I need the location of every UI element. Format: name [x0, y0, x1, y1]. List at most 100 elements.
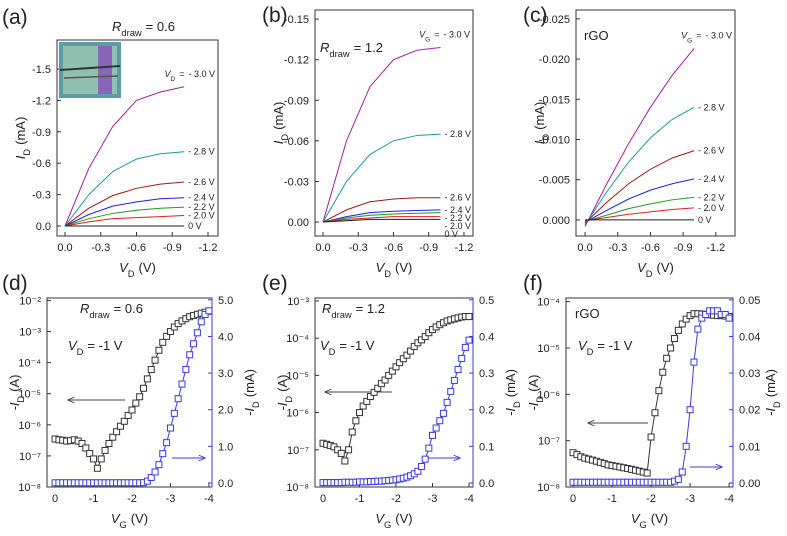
y-tick-label: 10⁻²: [19, 295, 41, 307]
series-line: [322, 212, 441, 223]
data-point: [421, 333, 429, 341]
y-axis-label-part: (mA): [13, 117, 28, 145]
x-axis-label: VD (V): [637, 260, 674, 279]
y2-tick-label: 0.05: [739, 295, 760, 307]
annotation-part: = -1 V: [597, 338, 632, 353]
data-point: [97, 455, 105, 463]
annotation-part: D: [329, 347, 336, 357]
y-tick-label: 10⁻⁴: [537, 297, 560, 309]
series-line: [64, 197, 185, 227]
data-point: [439, 409, 447, 417]
y-tick-label: 10⁻⁵: [18, 389, 41, 401]
annotation-part: draw: [329, 49, 350, 59]
data-point: [341, 457, 349, 465]
annotation: VD = -1 V: [578, 338, 633, 357]
y-axis-label-part: -I: [275, 402, 290, 410]
data-point: [674, 326, 682, 334]
y2-axis-label-part: -I: [242, 408, 257, 416]
x-tick-label: -0.9: [163, 242, 182, 254]
data-point: [407, 347, 415, 355]
panel: (f) 0 -1 -2 -3 -4 10⁻⁸ 10⁻⁷ 10⁻⁶ 10⁻⁵ 10⁻⁴ 0.00 0.01…: [523, 272, 782, 530]
series-line: [64, 86, 185, 227]
x-axis-label-part: V: [376, 260, 386, 275]
y-tick-label: -0.3: [32, 190, 51, 202]
x-tick-label: 0: [52, 493, 58, 505]
y-axis-label-part: D: [284, 396, 294, 403]
annotation-part: R: [320, 40, 329, 55]
x-tick-label: -0.9: [419, 242, 438, 254]
curve-label: - 2.0 V: [188, 211, 215, 221]
data-point: [186, 351, 194, 359]
y-axis-label-part: D: [16, 396, 26, 403]
x-axis-label-part: (V): [395, 511, 412, 526]
data-point: [151, 356, 159, 364]
data-point: [109, 433, 117, 441]
data-point: [454, 365, 462, 373]
data-point: [348, 428, 356, 436]
series-line: [584, 150, 695, 224]
data-point: [116, 422, 124, 430]
series-line: [584, 48, 695, 227]
y-tick-label: 10⁻³: [19, 327, 41, 339]
panel: (b) 0.0 -0.3 -0.6 -0.9 -1.2 0.00 -0.03 -0.06 -0.0…: [262, 4, 474, 279]
x-tick-label: -2: [127, 493, 137, 505]
data-point: [352, 417, 360, 425]
y2-tick-label: 0.1: [479, 441, 494, 453]
y-tick-label: -1.5: [32, 64, 51, 76]
y-axis-label-part: I: [532, 140, 547, 144]
y2-axis-label-part: -I: [763, 408, 778, 416]
annotation-part: R: [80, 301, 89, 316]
series-line: [322, 133, 441, 223]
curve-label-part: V: [419, 29, 426, 39]
curve-label: VG = - 3.0 V: [419, 29, 470, 43]
y-axis-label-part: -I: [526, 402, 541, 410]
photo-film: [98, 46, 112, 94]
y-tick-label: -0.12: [284, 55, 309, 67]
x-tick-label: -3: [685, 493, 695, 505]
x-axis-label: VD (V): [376, 260, 413, 279]
annotation-part: = 1.2: [354, 40, 383, 55]
data-point: [147, 366, 155, 374]
y-tick-label: 10⁻⁷: [538, 436, 560, 448]
x-tick-label: -0.6: [127, 242, 146, 254]
x-tick-label: 0.0: [577, 242, 592, 254]
y2-tick-label: 3.0: [218, 368, 233, 380]
annotation-part: V: [578, 338, 588, 353]
data-point: [465, 336, 473, 344]
x-axis-label-part: (V): [395, 260, 412, 275]
curve-label: - 2.6 V: [698, 146, 725, 156]
data-point: [182, 365, 190, 373]
x-tick-label: 0.0: [57, 242, 72, 254]
y-axis-label: ID (mA): [13, 117, 32, 160]
x-axis-label-part: (V): [139, 260, 156, 275]
annotation: Rdraw = 1.2: [322, 301, 385, 320]
data-point: [694, 325, 702, 333]
x-axis-label: VG (V): [375, 511, 412, 530]
y2-tick-label: 5.0: [218, 295, 233, 307]
annotation: VD = -1 V: [320, 338, 375, 357]
x-axis-label-part: D: [646, 269, 653, 279]
y-tick-label: 10⁻⁷: [287, 445, 309, 457]
panel: (a) 0.0 -0.3 -0.6 -0.9 -1.2 0.0 -0.3 -0.6 -0.9 -1.…: [2, 6, 219, 279]
curve-label: - 2.4 V: [444, 205, 471, 215]
y-tick-label: 10⁻⁷: [19, 451, 41, 463]
x-tick-label: 0.0: [315, 242, 330, 254]
x-tick-label: -0.3: [91, 242, 110, 254]
y2-axis-label-part: -I: [503, 408, 518, 416]
x-axis-label: VG (V): [111, 511, 148, 530]
y2-axis-label-part: (mA): [503, 369, 518, 397]
y-tick-label: -0.010: [539, 134, 570, 146]
data-point: [363, 397, 371, 405]
x-axis-label: VG (V): [631, 511, 668, 530]
data-point: [682, 315, 690, 323]
y2-tick-label: 2.0: [218, 405, 233, 417]
curve-label: 0 V: [188, 221, 202, 231]
data-point: [667, 344, 675, 352]
y-tick-label: 10⁻⁵: [286, 370, 309, 382]
y-axis-label-part: (mA): [532, 102, 547, 130]
annotation-part: = 0.6: [114, 301, 143, 316]
data-point: [86, 449, 94, 457]
y-tick-label: 10⁻⁸: [18, 482, 41, 494]
y2-tick-label: 0.4: [479, 331, 494, 343]
